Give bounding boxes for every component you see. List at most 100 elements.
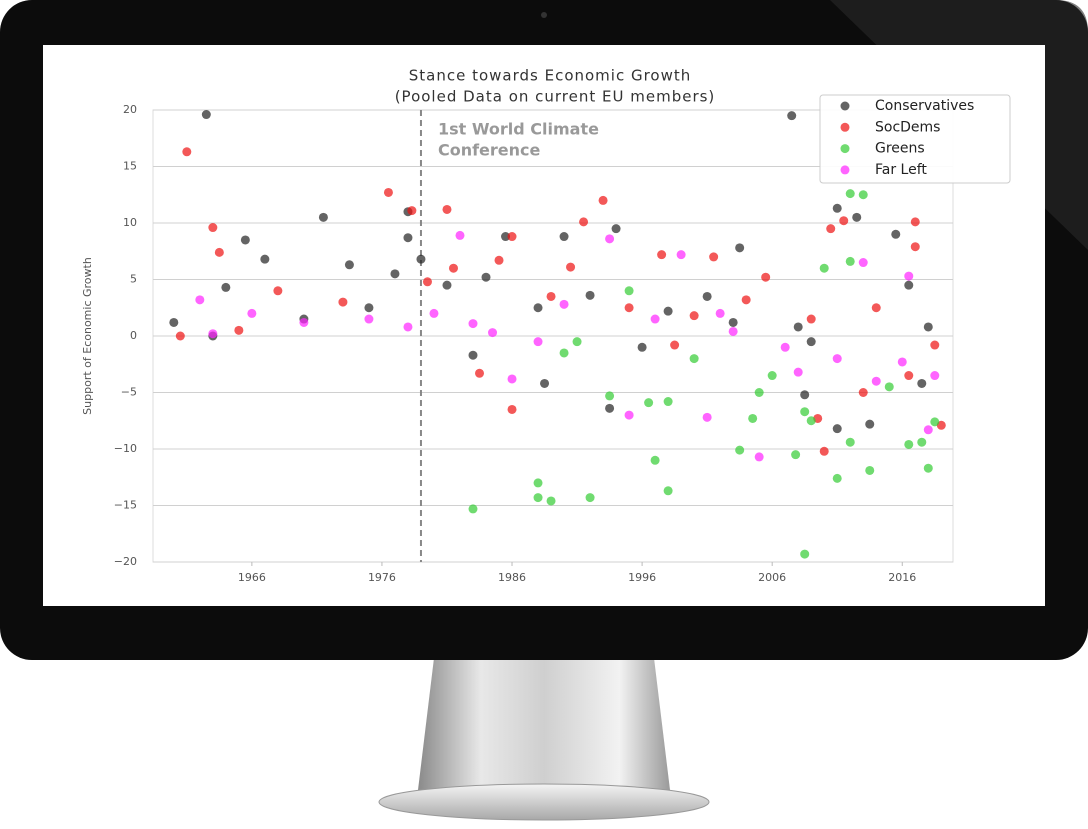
point bbox=[904, 371, 914, 381]
point bbox=[748, 413, 758, 423]
point bbox=[221, 282, 231, 292]
point bbox=[891, 229, 901, 239]
point bbox=[605, 391, 615, 401]
point bbox=[383, 187, 393, 197]
legend-marker bbox=[840, 101, 850, 111]
legend-label: Greens bbox=[875, 141, 925, 157]
point bbox=[240, 235, 250, 245]
point bbox=[904, 271, 914, 281]
point bbox=[676, 250, 686, 260]
y-tick-label: 15 bbox=[123, 160, 137, 173]
point bbox=[832, 354, 842, 364]
y-tick-label: −5 bbox=[121, 386, 137, 399]
point bbox=[201, 110, 211, 120]
legend-label: Conservatives bbox=[875, 98, 974, 114]
point bbox=[845, 437, 855, 447]
point bbox=[429, 308, 439, 318]
point bbox=[702, 412, 712, 422]
point bbox=[800, 407, 810, 417]
annotation: Conference bbox=[438, 141, 541, 160]
point bbox=[501, 232, 511, 242]
legend-marker bbox=[840, 165, 850, 175]
point bbox=[923, 322, 933, 332]
legend-label: Far Left bbox=[875, 162, 927, 178]
camera bbox=[541, 12, 547, 18]
point bbox=[819, 263, 829, 273]
point bbox=[364, 314, 374, 324]
point bbox=[923, 463, 933, 473]
point bbox=[689, 311, 699, 321]
point bbox=[455, 230, 465, 240]
point bbox=[611, 224, 621, 234]
point bbox=[585, 290, 595, 300]
point bbox=[247, 308, 257, 318]
x-tick-label: 1976 bbox=[368, 571, 396, 584]
point bbox=[904, 280, 914, 290]
point bbox=[572, 337, 582, 347]
monitor-stand bbox=[418, 658, 670, 790]
y-tick-label: −20 bbox=[114, 555, 137, 568]
chart-subtitle: (Pooled Data on current EU members) bbox=[395, 88, 716, 106]
monitor-base bbox=[378, 783, 710, 821]
point bbox=[598, 195, 608, 205]
point bbox=[605, 234, 615, 244]
point bbox=[930, 371, 940, 381]
point bbox=[793, 322, 803, 332]
x-tick-label: 1986 bbox=[498, 571, 526, 584]
point bbox=[897, 357, 907, 367]
point bbox=[791, 450, 801, 460]
point bbox=[579, 217, 589, 227]
point bbox=[403, 322, 413, 332]
point bbox=[533, 303, 543, 313]
point bbox=[422, 277, 432, 287]
point bbox=[754, 452, 764, 462]
legend-marker bbox=[840, 122, 850, 132]
point bbox=[871, 303, 881, 313]
point bbox=[182, 147, 192, 157]
legend-label: SocDems bbox=[875, 119, 940, 135]
point bbox=[299, 317, 309, 327]
y-tick-label: 20 bbox=[123, 103, 137, 116]
point bbox=[787, 111, 797, 121]
point bbox=[650, 314, 660, 324]
point bbox=[507, 404, 517, 414]
point bbox=[865, 465, 875, 475]
point bbox=[208, 329, 218, 339]
point bbox=[390, 269, 400, 279]
point bbox=[910, 217, 920, 227]
x-tick-label: 2006 bbox=[758, 571, 786, 584]
point bbox=[559, 348, 569, 358]
point bbox=[468, 319, 478, 329]
point bbox=[858, 388, 868, 397]
point bbox=[917, 378, 927, 388]
point bbox=[214, 247, 224, 257]
point bbox=[546, 291, 556, 301]
point bbox=[715, 308, 725, 318]
point bbox=[169, 317, 179, 327]
point bbox=[832, 203, 842, 213]
point bbox=[761, 272, 771, 282]
point bbox=[650, 455, 660, 465]
point bbox=[403, 233, 413, 243]
point bbox=[448, 263, 458, 273]
point bbox=[566, 262, 576, 272]
y-tick-label: −15 bbox=[114, 499, 137, 512]
annotation: 1st World Climate bbox=[438, 120, 599, 139]
point bbox=[930, 417, 940, 427]
legend-box bbox=[819, 94, 1011, 184]
x-tick-label: 2016 bbox=[888, 571, 916, 584]
point bbox=[637, 342, 647, 352]
point bbox=[767, 371, 777, 381]
point bbox=[923, 425, 933, 435]
point bbox=[754, 388, 764, 397]
x-tick-label: 1996 bbox=[628, 571, 656, 584]
point bbox=[546, 496, 556, 506]
point bbox=[273, 286, 283, 296]
point bbox=[858, 190, 868, 200]
point bbox=[559, 299, 569, 309]
point bbox=[826, 224, 836, 234]
point bbox=[416, 254, 426, 264]
point bbox=[488, 328, 498, 338]
